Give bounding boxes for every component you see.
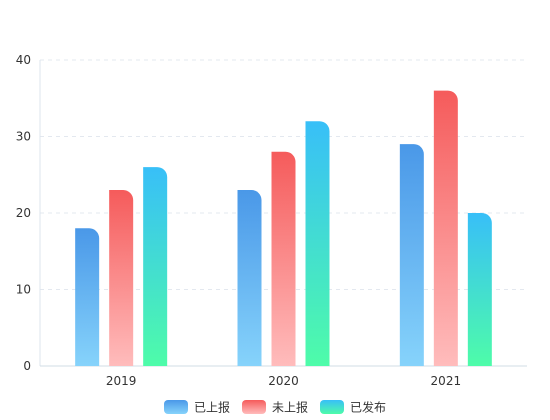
- x-tick-label: 2020: [268, 374, 299, 388]
- legend-swatch-3[interactable]: [320, 400, 344, 414]
- bar-2020-series-2: [271, 151, 296, 366]
- bar-2019-series-2: [109, 190, 134, 366]
- bar-2019-series-1: [75, 228, 100, 366]
- y-tick-label: 40: [16, 53, 31, 67]
- bar-2021-series-3: [467, 213, 492, 366]
- bars: [75, 90, 492, 366]
- bar-2020-series-1: [237, 190, 262, 366]
- bar-2019-series-3: [143, 167, 168, 366]
- y-tick-label: 0: [23, 359, 31, 373]
- legend-swatch-1[interactable]: [164, 400, 188, 414]
- y-tick-label: 10: [16, 283, 31, 297]
- legend-label-2[interactable]: 未上报: [272, 400, 308, 415]
- legend-label-1[interactable]: 已上报: [194, 400, 230, 415]
- y-tick-label: 20: [16, 206, 31, 220]
- legend-label-3[interactable]: 已发布: [350, 400, 386, 415]
- bar-2021-series-2: [433, 90, 458, 366]
- legend-swatch-2[interactable]: [242, 400, 266, 414]
- x-tick-label: 2021: [431, 374, 462, 388]
- y-tick-label: 30: [16, 130, 31, 144]
- legend: 已上报 未上报 已发布: [164, 400, 386, 415]
- bar-2021-series-1: [399, 144, 424, 366]
- x-tick-label: 2019: [106, 374, 137, 388]
- bar-2020-series-3: [305, 121, 330, 366]
